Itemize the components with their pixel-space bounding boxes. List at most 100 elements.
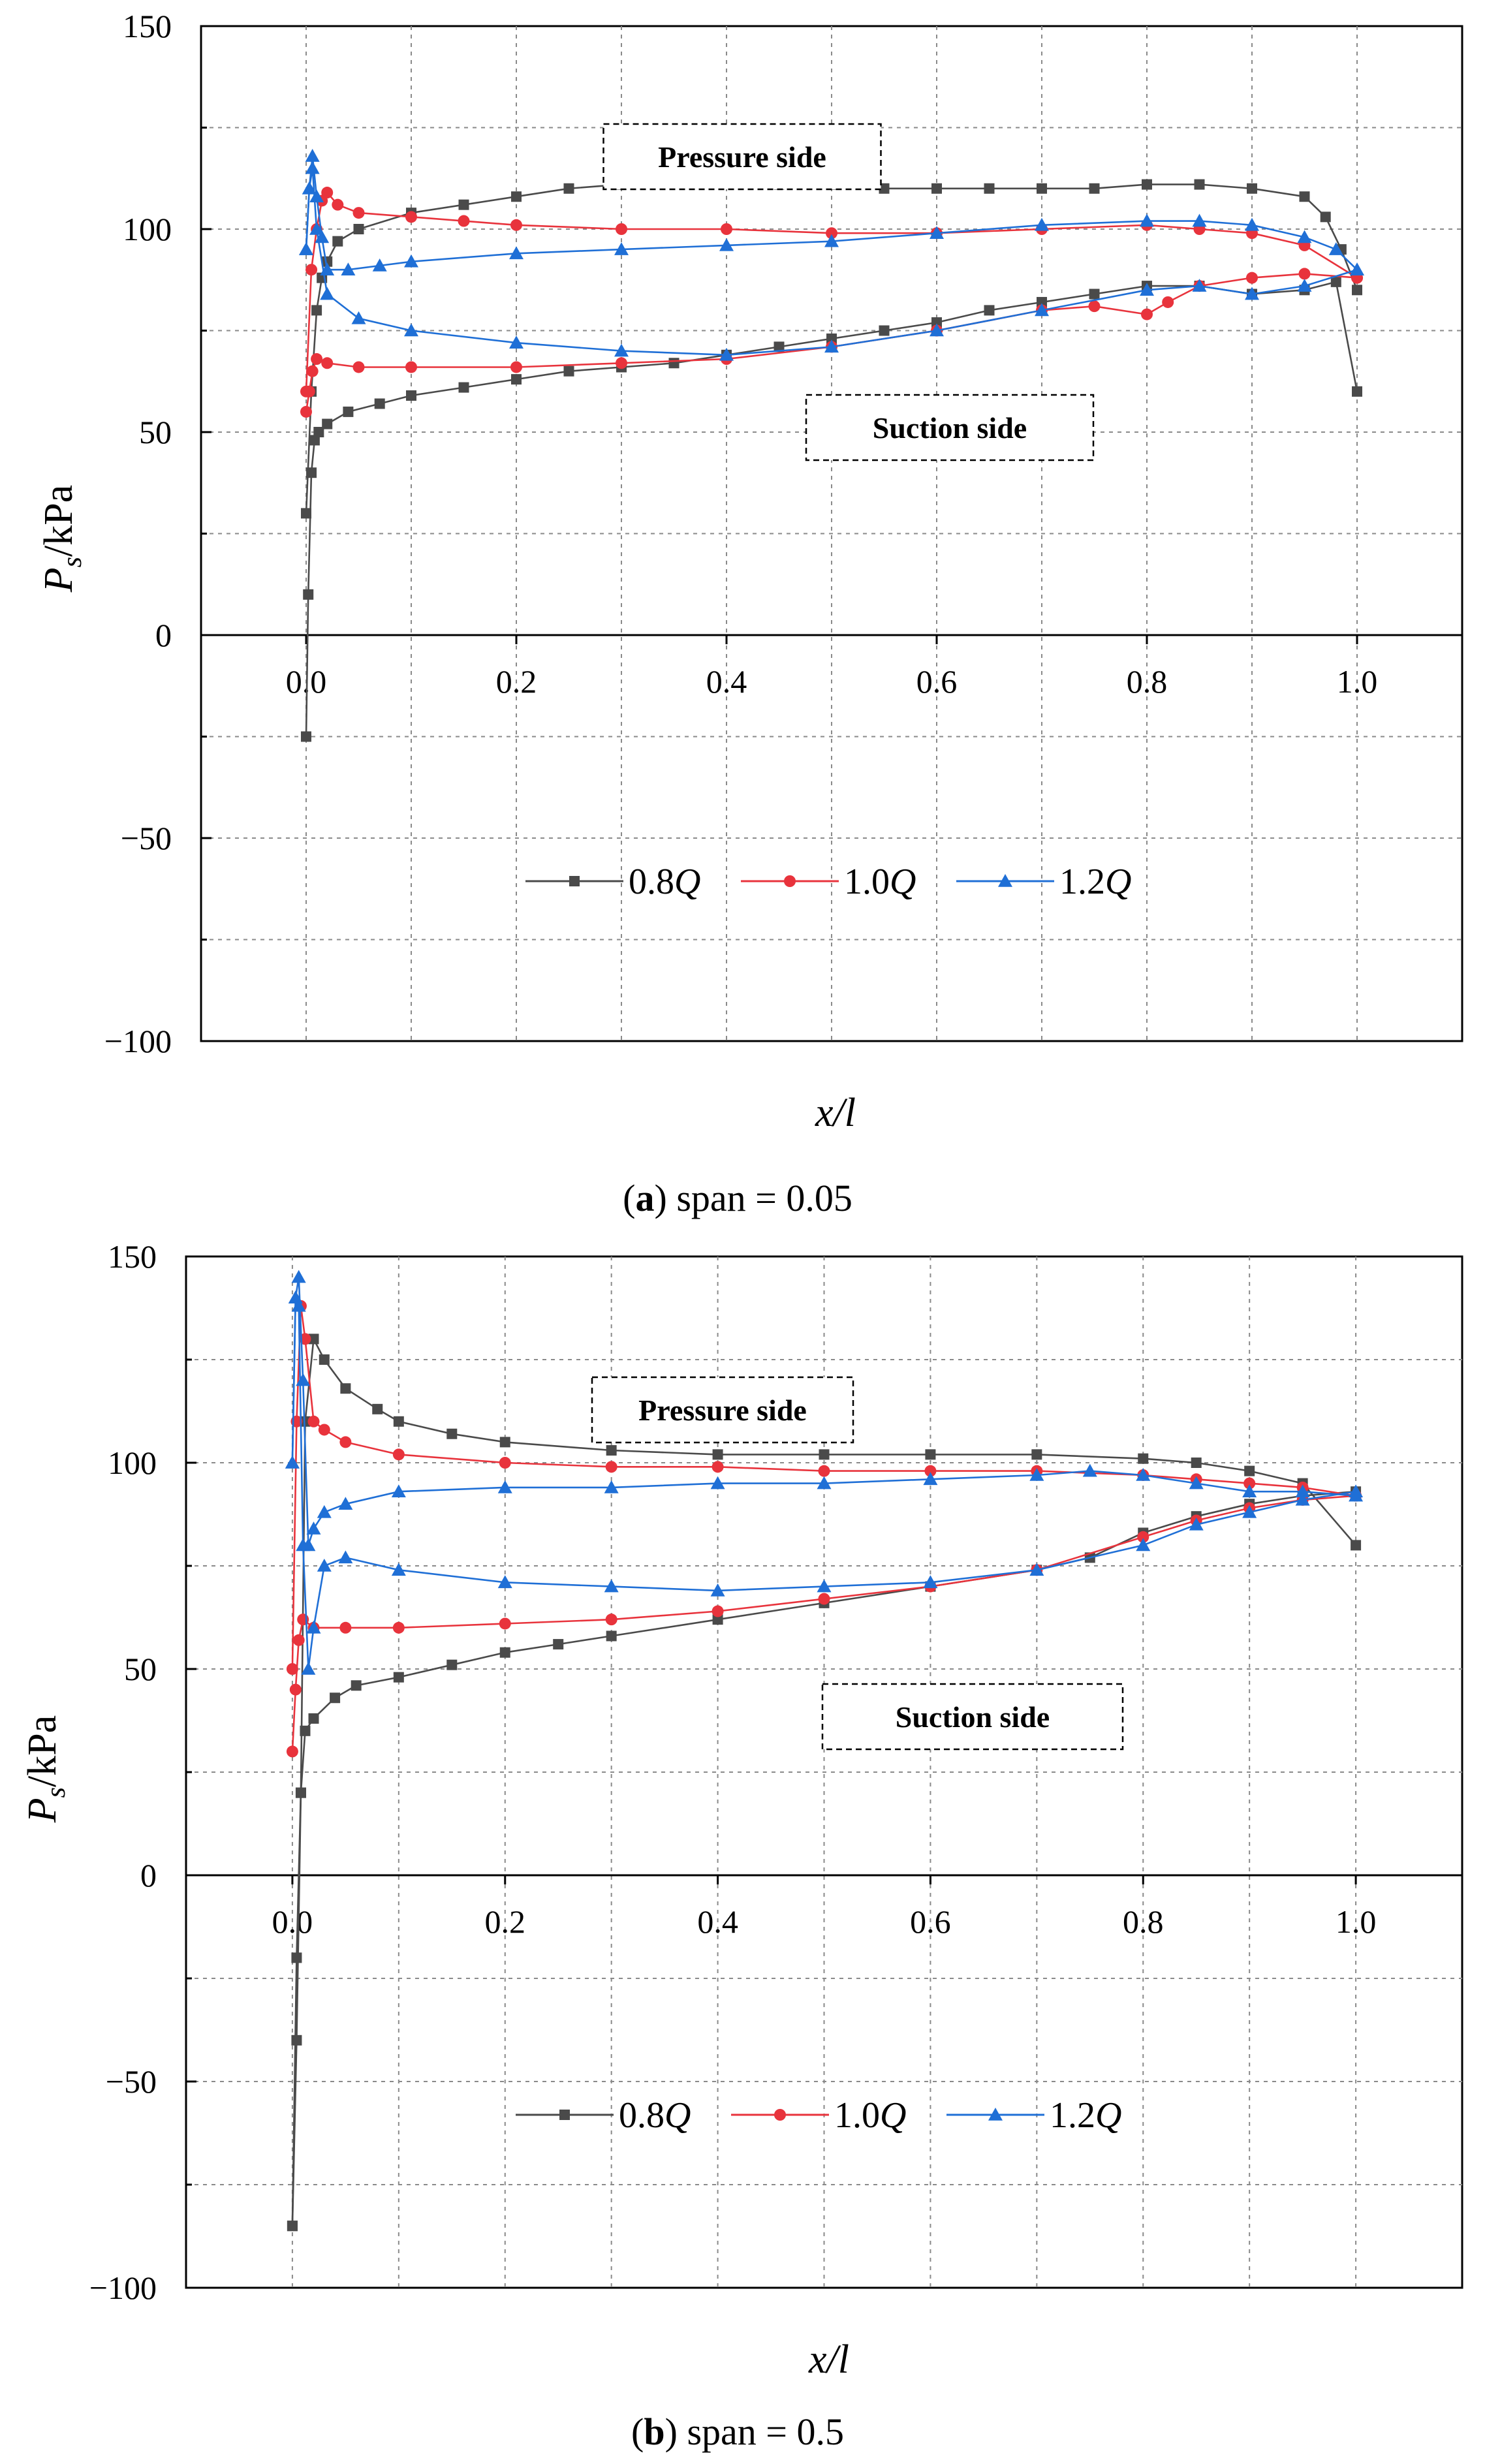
data-point	[818, 1465, 830, 1477]
y-axis-label: Ps/kPa	[37, 485, 87, 593]
data-point	[1089, 289, 1100, 300]
data-point	[563, 366, 574, 377]
caption-paren-close: )	[654, 1177, 676, 1219]
data-point	[287, 2221, 298, 2232]
pressure-side-annotation: Pressure side	[591, 1376, 854, 1444]
legend-label-number: 1.0	[834, 2095, 880, 2136]
data-point	[719, 238, 734, 251]
data-point	[300, 405, 312, 418]
series-1-0Q	[300, 187, 1363, 418]
x-tick-label: 0.2	[485, 1903, 526, 1940]
x-tick-label: 0.2	[496, 663, 537, 700]
data-point	[1189, 1517, 1204, 1531]
annotation-text: Pressure side	[638, 1394, 807, 1427]
data-point	[446, 1428, 458, 1439]
data-point	[404, 323, 418, 337]
data-point	[1295, 1484, 1310, 1498]
data-point	[879, 325, 890, 336]
data-point	[711, 1461, 724, 1473]
legend: 0.8Q 1.0Q 1.2Q	[516, 2095, 1121, 2136]
caption-paren-close: )	[665, 2410, 687, 2453]
data-point	[292, 1634, 305, 1646]
panel-caption: (b) span = 0.5	[631, 2410, 844, 2453]
data-point	[338, 1550, 353, 1564]
data-point	[499, 1457, 511, 1469]
data-point	[924, 1465, 937, 1477]
data-point	[1349, 1484, 1364, 1498]
data-point	[391, 1484, 406, 1498]
y-tick-label: −50	[121, 820, 172, 856]
data-point	[332, 198, 344, 211]
data-point	[1162, 296, 1174, 308]
data-point	[1350, 262, 1364, 275]
legend-label-symbol: Q	[1105, 862, 1131, 902]
legend-label: 0.8Q	[629, 862, 700, 902]
data-point	[306, 365, 319, 377]
data-point	[458, 215, 470, 227]
data-point	[291, 1952, 302, 1963]
y-tick-label: −100	[89, 2269, 157, 2306]
y-axis-label-subscript: s	[57, 557, 87, 567]
annotation-text: Suction side	[896, 1700, 1050, 1734]
data-point	[1082, 1463, 1097, 1477]
data-point	[308, 1333, 319, 1345]
data-point	[1142, 179, 1152, 190]
data-point	[511, 374, 522, 385]
data-point	[925, 1449, 936, 1460]
legend-label-symbol: Q	[880, 2095, 906, 2136]
data-point	[1037, 183, 1047, 194]
y-tick-label: 50	[124, 1651, 157, 1687]
data-point	[372, 1403, 383, 1414]
series-line-suction-side	[291, 1296, 1356, 1670]
y-tick-label: 100	[123, 211, 172, 247]
data-point	[930, 226, 944, 240]
data-point	[1242, 1505, 1257, 1518]
data-point	[321, 187, 334, 199]
data-point	[984, 305, 995, 316]
data-point	[291, 1270, 306, 1283]
data-point	[286, 1663, 298, 1675]
legend-label-number: 1.2	[1059, 862, 1105, 902]
data-point	[446, 1659, 458, 1670]
legend-item: 1.0Q	[741, 862, 916, 902]
data-point	[923, 1575, 938, 1589]
y-axis-label-subscript: s	[41, 1787, 71, 1798]
data-point	[604, 1579, 619, 1593]
legend-marker	[559, 2110, 570, 2120]
data-point	[340, 1383, 351, 1394]
x-axis-label: x/l	[815, 1091, 856, 1135]
x-tick-label: 0.0	[272, 1903, 313, 1940]
chart-panel-b: −100 −50 0 50 100 150 0.0 0.2 0.4 0.6 0.8 1.0 Pressu…	[20, 1238, 1463, 2453]
suction-side-annotation: Suction side	[805, 394, 1095, 461]
data-point	[317, 1559, 332, 1572]
data-point	[712, 1449, 723, 1460]
data-point	[322, 256, 333, 267]
data-point	[605, 1461, 617, 1473]
data-point	[301, 508, 311, 519]
data-point	[511, 191, 522, 202]
y-tick-label: 50	[139, 414, 172, 450]
data-point	[406, 390, 416, 401]
data-point	[300, 1725, 311, 1736]
legend: 0.8Q 1.0Q 1.2Q	[525, 862, 1131, 902]
data-point	[879, 183, 890, 194]
data-point	[719, 347, 734, 361]
data-point	[301, 1662, 316, 1675]
annotation-text: Suction side	[873, 411, 1027, 444]
data-point	[499, 1617, 511, 1630]
legend-label: 1.2Q	[1050, 2095, 1121, 2136]
data-point	[824, 339, 839, 353]
data-point	[604, 1480, 619, 1493]
data-point	[1330, 276, 1341, 287]
data-point	[817, 1476, 832, 1489]
data-point	[614, 242, 629, 255]
legend-item: 0.8Q	[516, 2095, 691, 2136]
data-point	[458, 382, 469, 393]
data-point	[341, 262, 356, 275]
data-point	[1244, 1465, 1255, 1476]
x-tick-label: 1.0	[1337, 663, 1378, 700]
data-point	[711, 1605, 724, 1617]
panel-caption: (a) span = 0.05	[623, 1177, 852, 1219]
data-point	[1140, 213, 1154, 227]
